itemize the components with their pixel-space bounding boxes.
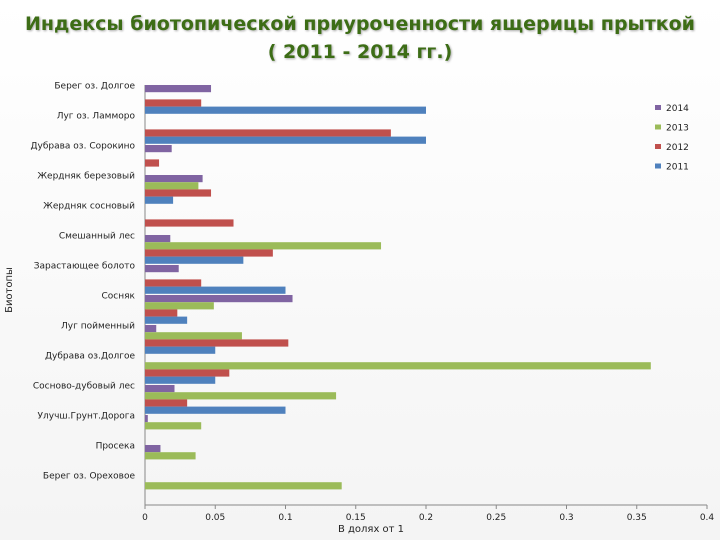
category-label: Дубрава оз.Долгое <box>45 352 135 362</box>
x-tick-label: 0.05 <box>205 513 225 523</box>
x-tick-label: 0.1 <box>278 513 292 523</box>
bar-2013 <box>145 302 214 310</box>
category-label: Луг пойменный <box>61 322 135 332</box>
bar-2012 <box>145 159 160 167</box>
bar-2014 <box>145 85 212 93</box>
bar-2011 <box>145 286 286 294</box>
legend-swatch-2012 <box>655 144 661 149</box>
x-tick-label: 0.15 <box>346 513 366 523</box>
category-label: Жердняк сосновый <box>43 202 135 212</box>
bar-2013 <box>145 182 199 190</box>
bar-2012 <box>145 279 202 287</box>
bar-2011 <box>145 136 426 144</box>
legend-label-2012: 2012 <box>666 143 689 153</box>
category-label: Луг оз. Ламморо <box>57 112 136 122</box>
bar-2013 <box>145 452 196 460</box>
bar-2012 <box>145 219 234 227</box>
bar-2011 <box>145 106 426 114</box>
bar-2014 <box>145 295 293 303</box>
bar-2012 <box>145 339 289 347</box>
category-label: Берег оз. Ореховое <box>43 472 136 482</box>
legend-label-2011: 2011 <box>666 163 689 173</box>
bar-2014 <box>145 235 171 243</box>
bar-2011 <box>145 316 188 324</box>
x-tick-label: 0.35 <box>627 513 647 523</box>
category-label: Зарастающее болото <box>34 262 136 272</box>
bar-2013 <box>145 482 342 490</box>
category-label: Жердняк березовый <box>37 172 135 182</box>
chart-title-line-1: Индексы биотопической приуроченности яще… <box>24 13 695 35</box>
category-label: Дубрава оз. Сорокино <box>30 142 135 152</box>
bar-2013 <box>145 242 382 250</box>
bar-2011 <box>145 196 174 204</box>
legend-swatch-2013 <box>655 124 661 130</box>
bar-2012 <box>145 309 178 317</box>
bar-2014 <box>145 415 148 423</box>
category-label: Сосняк <box>102 292 136 302</box>
category-label: Смешанный лес <box>59 232 135 242</box>
bar-2013 <box>145 362 651 370</box>
bar-2011 <box>145 376 216 384</box>
x-tick-label: 0.25 <box>486 513 506 523</box>
x-tick-label: 0 <box>142 513 148 523</box>
x-tick-label: 0.4 <box>700 513 715 523</box>
bar-2014 <box>145 445 161 453</box>
x-tick-label: 0.3 <box>559 513 573 523</box>
category-label: Просека <box>96 442 135 452</box>
x-tick-label: 0.2 <box>419 513 433 523</box>
bar-2014 <box>145 385 175 393</box>
chart-title: Индексы биотопической приуроченности яще… <box>0 10 720 66</box>
bar-2014 <box>145 175 203 183</box>
bar-2011 <box>145 256 244 264</box>
legend-swatch-2011 <box>655 163 661 169</box>
bar-2012 <box>145 189 212 197</box>
bar-2013 <box>145 332 242 340</box>
bar-2013 <box>145 422 202 430</box>
bar-2012 <box>145 399 188 407</box>
legend-swatch-2014 <box>655 105 661 110</box>
legend-label-2013: 2013 <box>666 124 689 134</box>
category-label: Берег оз. Долгое <box>54 82 135 92</box>
bar-2014 <box>145 325 157 333</box>
bar-2012 <box>145 129 391 137</box>
bar-2014 <box>145 265 179 273</box>
bar-2012 <box>145 249 273 257</box>
bar-2011 <box>145 406 286 414</box>
bar-2014 <box>145 145 172 153</box>
x-axis-title: В долях от 1 <box>338 524 404 535</box>
category-label: Сосново-дубовый лес <box>33 382 135 392</box>
bar-2013 <box>145 392 337 400</box>
category-label: Улучш.Грунт.Дорога <box>38 412 136 422</box>
bar-2012 <box>145 369 230 377</box>
bar-2012 <box>145 99 202 107</box>
bar-2011 <box>145 346 216 354</box>
legend-label-2014: 2014 <box>666 104 689 114</box>
y-axis-title: Биотопы <box>4 267 15 313</box>
chart-title-line-2: ( 2011 - 2014 гг.) <box>267 41 453 63</box>
